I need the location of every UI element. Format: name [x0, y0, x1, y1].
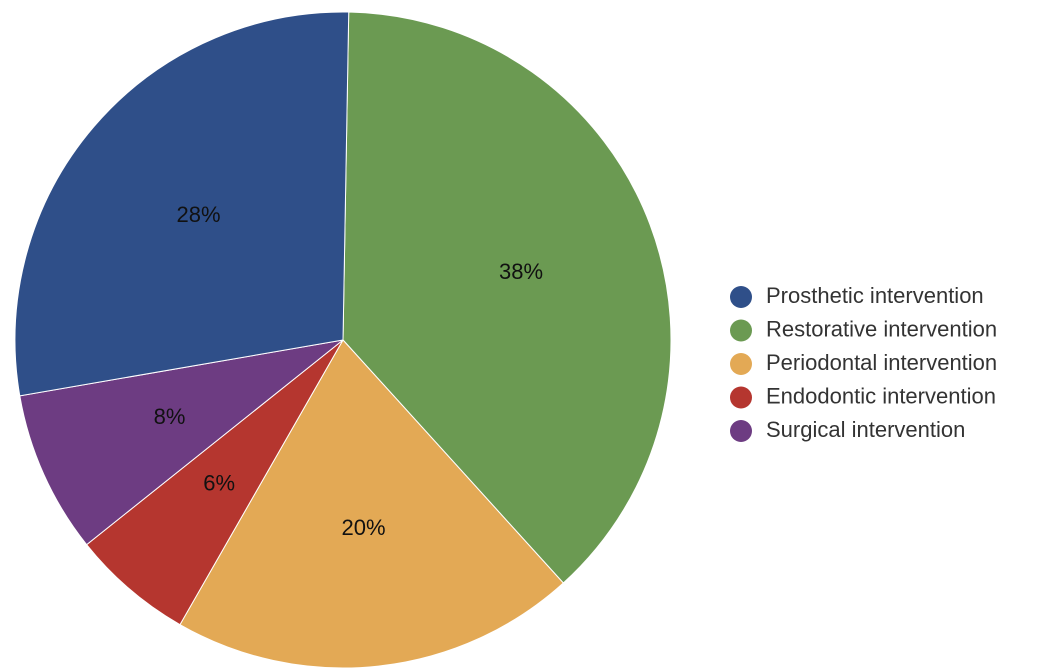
pie-slice-periodontal-intervention	[179, 339, 565, 669]
slice-value-label-endodontic-intervention: 6%	[203, 470, 235, 495]
legend-swatch-surgical-intervention	[730, 420, 752, 442]
legend-label-endodontic-intervention: Endodontic intervention	[766, 383, 996, 408]
legend-item-surgical-intervention: Surgical intervention	[730, 417, 965, 442]
legend-item-prosthetic-intervention: Prosthetic intervention	[730, 283, 984, 308]
pie-slice-endodontic-intervention	[85, 339, 344, 626]
slice-value-label-restorative-intervention: 38%	[499, 259, 543, 284]
legend-item-periodontal-intervention: Periodontal intervention	[730, 350, 997, 375]
legend-label-periodontal-intervention: Periodontal intervention	[766, 350, 997, 375]
legend-item-restorative-intervention: Restorative intervention	[730, 316, 997, 342]
legend-swatch-periodontal-intervention	[730, 353, 752, 375]
legend-swatch-endodontic-intervention	[730, 386, 752, 409]
legend-label-restorative-intervention: Restorative intervention	[766, 316, 997, 341]
legend-swatch-restorative-intervention	[730, 319, 752, 342]
slice-value-label-prosthetic-intervention: 28%	[177, 202, 221, 227]
legend-label-prosthetic-intervention: Prosthetic intervention	[766, 283, 984, 308]
legend-label-surgical-intervention: Surgical intervention	[766, 417, 965, 442]
slice-value-label-periodontal-intervention: 20%	[342, 515, 386, 540]
pie-slices	[14, 11, 672, 669]
pie-slice-surgical-intervention	[19, 339, 344, 546]
legend-item-endodontic-intervention: Endodontic intervention	[730, 383, 996, 409]
pie-slice-restorative-intervention	[342, 11, 672, 584]
legend-swatch-prosthetic-intervention	[730, 286, 752, 308]
legend: Prosthetic intervention Restorative inter…	[730, 283, 997, 442]
pie-slice-prosthetic-intervention	[14, 11, 350, 397]
pie-slice-labels: 38% 20% 6% 8% 28%	[154, 202, 544, 540]
slice-value-label-surgical-intervention: 8%	[154, 404, 186, 429]
